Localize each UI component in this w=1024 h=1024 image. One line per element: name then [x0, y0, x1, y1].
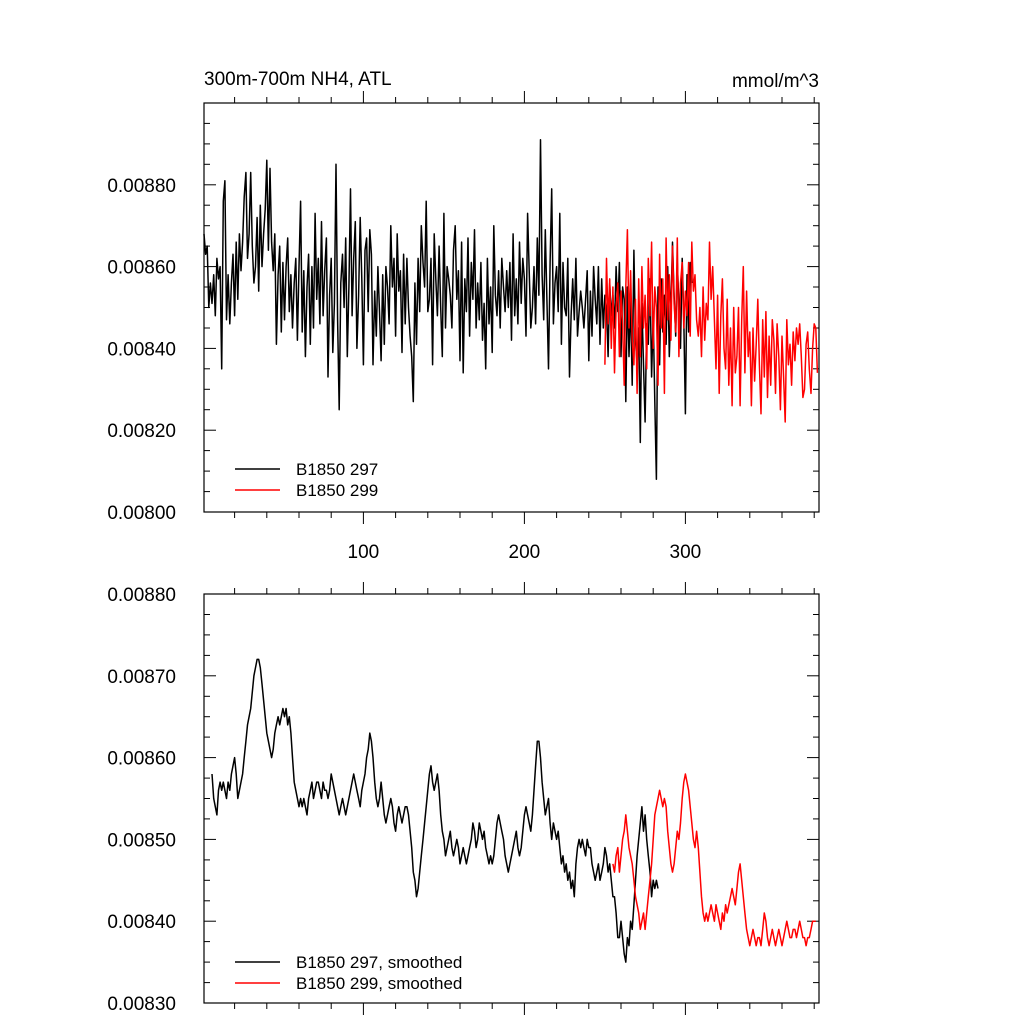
y-tick-label: 0.00800 [107, 503, 176, 524]
y-tick-label: 0.00840 [107, 339, 176, 360]
y-tick-label: 0.00820 [107, 421, 176, 442]
bottom-axis-ticks [204, 582, 819, 1015]
y-tick-label: 0.00880 [107, 176, 176, 197]
top-series-lines [203, 139, 819, 481]
chart-title: 300m-700m NH4, ATL [204, 69, 392, 90]
top-y-tick-labels: 0.00800 0.00820 0.00840 0.00860 0.00880 [107, 176, 176, 524]
top-plot-frame [203, 102, 820, 513]
x-tick-label: 200 [509, 542, 541, 563]
y-tick-label: 0.00870 [107, 667, 176, 688]
x-tick-label: 100 [348, 542, 380, 563]
series-line-b1850-297-smoothed [211, 658, 659, 963]
legend-label-299: B1850 299 [296, 481, 378, 500]
series-line-b1850-299-smoothed [612, 773, 816, 947]
y-tick-label: 0.00850 [107, 830, 176, 851]
bottom-y-tick-labels: 0.00830 0.00840 0.00850 0.00860 0.00870 0.008… [107, 585, 176, 1015]
top-legend: B1850 297 B1850 299 [235, 460, 378, 500]
bottom-plot-frame [203, 593, 820, 1004]
y-tick-label: 0.00880 [107, 585, 176, 606]
top-x-tick-labels: 100 200 300 [348, 542, 702, 563]
legend-label-297-smoothed: B1850 297, smoothed [296, 953, 462, 972]
units-label: mmol/m^3 [732, 71, 819, 92]
bottom-legend: B1850 297, smoothed B1850 299, smoothed [235, 953, 462, 993]
y-tick-label: 0.00860 [107, 258, 176, 279]
series-line-b1850-299 [604, 229, 819, 423]
bottom-series-lines [211, 658, 816, 963]
y-tick-label: 0.00840 [107, 912, 176, 933]
y-tick-label: 0.00830 [107, 994, 176, 1015]
bottom-plot-panel: 0.00830 0.00840 0.00850 0.00860 0.00870 0.008… [107, 582, 820, 1015]
legend-label-297: B1850 297 [296, 460, 378, 479]
y-tick-label: 0.00860 [107, 749, 176, 770]
top-plot-panel: 300m-700m NH4, ATL mmol/m^3 0.008000.008… [107, 69, 820, 563]
legend-label-299-smoothed: B1850 299, smoothed [296, 974, 462, 993]
x-tick-label: 300 [670, 542, 702, 563]
